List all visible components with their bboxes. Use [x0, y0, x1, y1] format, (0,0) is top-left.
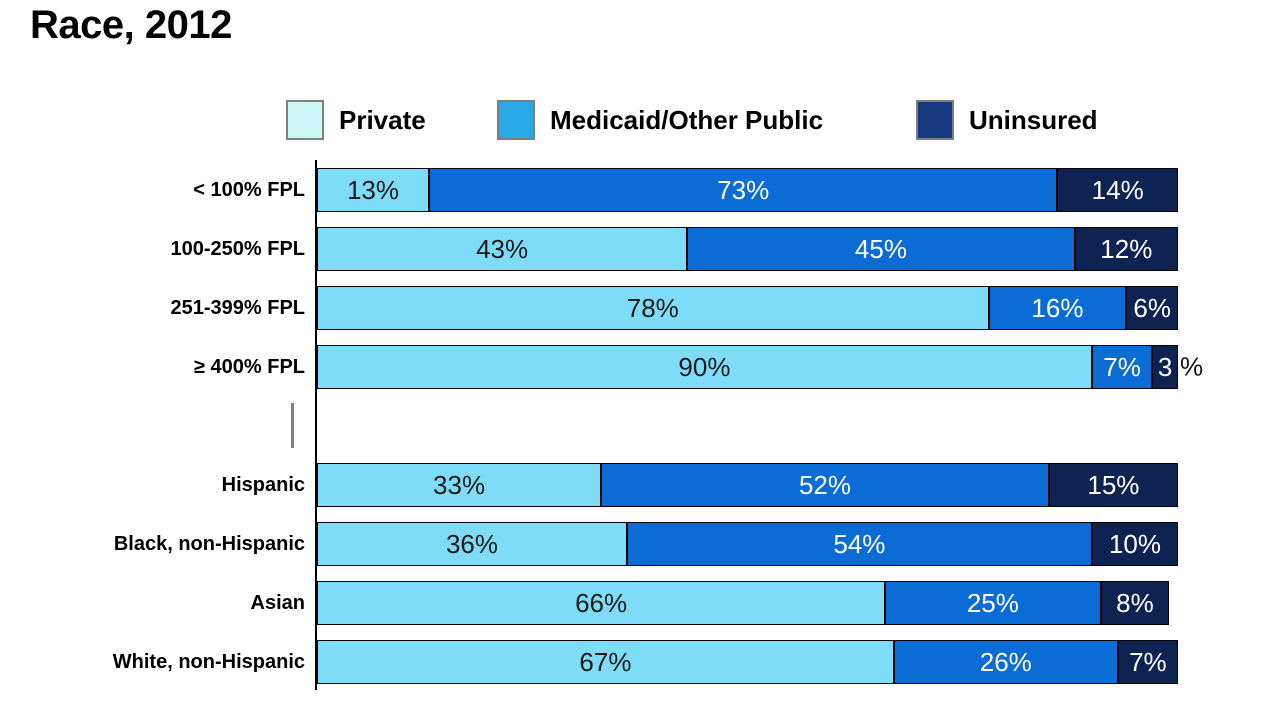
segment-medicaid-other-public: 54% [626, 522, 1092, 566]
segment-private: 78% [317, 286, 989, 330]
uninsured-swatch-icon [916, 100, 954, 140]
bar-row: 13% 73% 14% [317, 168, 1178, 212]
legend-label: Private [339, 104, 426, 135]
segment-value-label: 16% [1031, 292, 1084, 323]
private-swatch-icon [286, 100, 324, 140]
segment-value-label: 36% [445, 528, 498, 559]
segment-medicaid-other-public: 16% [988, 286, 1127, 330]
category-label: Black, non-Hispanic [113, 533, 305, 555]
legend-item-private: Private [286, 100, 426, 140]
y-axis-line [315, 160, 317, 690]
segment-value-label: 12% [1100, 233, 1153, 264]
bar-row: 90% 7% 3% [317, 345, 1203, 389]
category-label: 251-399% FPL [170, 297, 305, 319]
segment-medicaid-other-public: 7% [1091, 345, 1153, 389]
category-label: ≥ 400% FPL [193, 356, 305, 378]
legend-item-uninsured: Uninsured [916, 100, 1098, 140]
segment-value-label: 15% [1087, 469, 1140, 500]
segment-private: 67% [317, 640, 894, 684]
category-label: 100-250% FPL [170, 238, 305, 260]
bar-row: 67% 26% 7% [317, 640, 1178, 684]
segment-private: 36% [317, 522, 627, 566]
slide-title: Race, 2012 [30, 3, 232, 47]
segment-value-label: 7% [1129, 646, 1167, 677]
segment-medicaid-other-public: 25% [885, 581, 1101, 625]
category-label: < 100% FPL [193, 179, 305, 201]
segment-value-label: 43% [476, 233, 529, 264]
category-label: Asian [250, 592, 305, 614]
segment-value-label: 8% [1116, 587, 1154, 618]
segment-medicaid-other-public: 45% [687, 227, 1075, 271]
bar-row: 33% 52% 15% [317, 463, 1178, 507]
medicaid-swatch-icon [497, 100, 535, 140]
segment-value-unit-overflow: % [1179, 351, 1204, 382]
segment-value-label: 25% [966, 587, 1019, 618]
segment-medicaid-other-public: 26% [893, 640, 1118, 684]
segment-private: 13% [317, 168, 429, 212]
axis-gap-tick [291, 403, 294, 448]
legend-item-medicaid-other-public: Medicaid/Other Public [497, 100, 823, 140]
segment-uninsured: 15% [1048, 463, 1178, 507]
segment-value-label: 26% [979, 646, 1032, 677]
segment-value-label: 78% [626, 292, 679, 323]
legend-label: Medicaid/Other Public [550, 104, 824, 135]
segment-uninsured: 12% [1074, 227, 1178, 271]
segment-value-label: 14% [1091, 174, 1144, 205]
segment-value-label: 13% [346, 174, 399, 205]
segment-value-label: 33% [433, 469, 486, 500]
segment-value-label: 52% [798, 469, 851, 500]
segment-uninsured: 3% [1152, 345, 1203, 389]
bar-row: 66% 25% 8% [317, 581, 1178, 625]
segment-value-label: 67% [579, 646, 632, 677]
bar-row: 78% 16% 6% [317, 286, 1178, 330]
segment-private: 90% [317, 345, 1092, 389]
legend-label: Uninsured [969, 104, 1098, 135]
segment-private: 66% [317, 581, 886, 625]
segment-value-label: 3 [1157, 351, 1173, 382]
segment-medicaid-other-public: 52% [601, 463, 1049, 507]
segment-value-label: 6% [1133, 292, 1171, 323]
segment-uninsured: 7% [1117, 640, 1178, 684]
segment-value-label: 7% [1103, 351, 1141, 382]
segment-uninsured: 14% [1057, 168, 1178, 212]
segment-value-label: 73% [717, 174, 770, 205]
category-label: Hispanic [221, 474, 305, 496]
segment-value-label: 90% [678, 351, 731, 382]
segment-value-label: 10% [1108, 528, 1161, 559]
segment-value-label: 66% [575, 587, 628, 618]
segment-uninsured: 10% [1091, 522, 1178, 566]
segment-value-label: 45% [854, 233, 907, 264]
bar-row: 36% 54% 10% [317, 522, 1178, 566]
segment-medicaid-other-public: 73% [428, 168, 1058, 212]
segment-uninsured: 8% [1100, 581, 1170, 625]
category-label: White, non-Hispanic [112, 651, 305, 673]
segment-private: 43% [317, 227, 688, 271]
bar-row: 43% 45% 12% [317, 227, 1178, 271]
segment-private: 33% [317, 463, 602, 507]
segment-value-label: 54% [833, 528, 886, 559]
segment-uninsured: 6% [1126, 286, 1178, 330]
